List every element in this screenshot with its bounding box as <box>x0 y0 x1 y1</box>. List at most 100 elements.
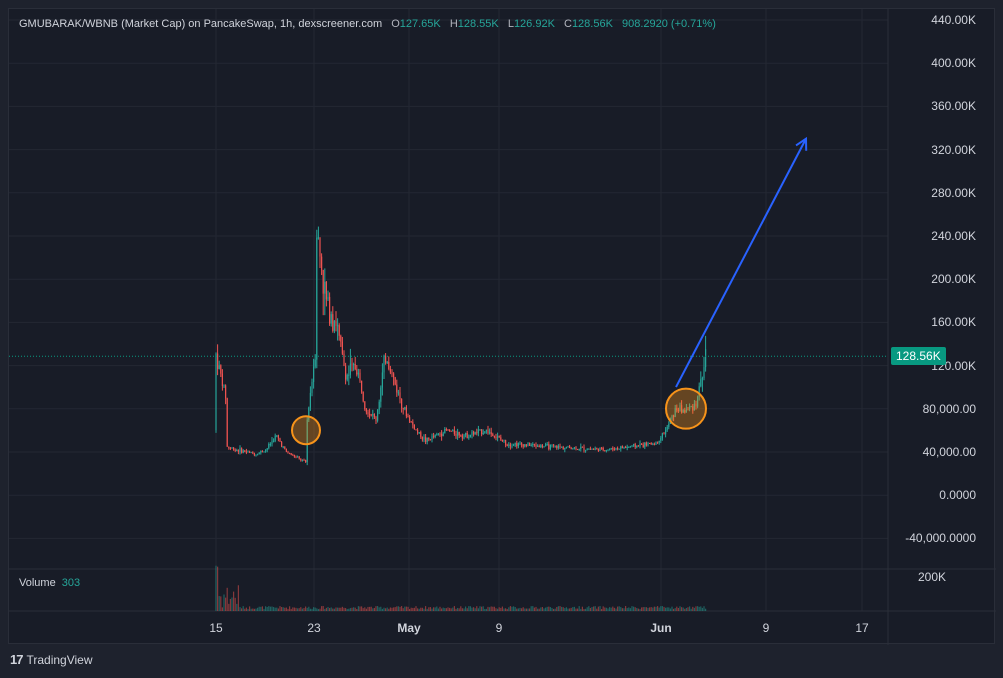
candle-body <box>596 448 598 450</box>
candle-body <box>269 444 271 446</box>
candle-body <box>324 281 326 294</box>
candle-body <box>575 447 577 450</box>
candle-body <box>442 433 444 437</box>
volume-bar <box>322 606 324 611</box>
volume-bar <box>247 608 249 611</box>
volume-bar <box>546 606 548 611</box>
volume-bar <box>300 607 302 611</box>
volume-bar <box>308 606 310 611</box>
chart-panel[interactable]: GMUBARAK/WBNB (Market Cap) on PancakeSwa… <box>8 8 996 645</box>
candle-body <box>399 392 401 399</box>
candle-body <box>695 403 697 407</box>
candle-body <box>354 364 356 370</box>
volume-bar <box>532 606 534 611</box>
volume-bar <box>405 606 407 611</box>
brand-name[interactable]: TradingView <box>26 652 93 667</box>
volume-bar <box>705 608 707 611</box>
volume-bar <box>293 607 295 611</box>
volume-bar <box>458 608 460 611</box>
candle-body <box>306 419 308 463</box>
candle-body <box>509 444 511 447</box>
candle-body <box>260 451 262 453</box>
candle-body <box>365 409 367 413</box>
candle-body <box>327 297 329 300</box>
volume-bar <box>698 606 700 611</box>
candle-body <box>641 443 643 445</box>
high-value: 128.55K <box>457 18 499 30</box>
candle-body <box>357 372 359 375</box>
candle-body <box>380 387 382 402</box>
volume-bar <box>301 608 303 611</box>
volume-bar <box>273 607 275 611</box>
candle-body <box>436 434 438 436</box>
candle-body <box>300 458 302 461</box>
candle-body <box>665 430 667 435</box>
candle-body <box>396 384 398 393</box>
candle-body <box>492 434 494 436</box>
candle-body <box>532 444 534 446</box>
tradingview-logo-icon[interactable]: 17 <box>10 652 24 667</box>
candle-body <box>220 365 222 374</box>
volume-bar <box>564 608 566 611</box>
volume-bar <box>612 606 614 611</box>
price-tick: 0.0000 <box>939 488 976 503</box>
candlestick-chart[interactable] <box>9 9 996 645</box>
candle-body <box>322 269 324 294</box>
candle-body <box>690 406 692 408</box>
volume-bar <box>332 608 334 611</box>
volume-bar <box>453 606 455 611</box>
volume-bar <box>626 608 628 611</box>
candle-body <box>348 374 350 376</box>
candle-body <box>521 442 523 445</box>
candle-body <box>613 449 615 451</box>
candle-body <box>629 446 631 448</box>
volume-bar <box>477 608 479 611</box>
volume-bar <box>417 608 419 611</box>
candle-body <box>604 450 606 452</box>
volume-bar <box>287 608 289 611</box>
volume-bar <box>425 606 427 611</box>
volume-bar <box>681 607 683 611</box>
candle-body <box>477 429 479 433</box>
volume-bar <box>380 606 382 611</box>
price-tick: 360.00K <box>931 99 976 114</box>
volume-bar <box>215 565 217 611</box>
volume-bar <box>325 607 327 611</box>
candle-body <box>650 442 652 445</box>
candle-body <box>594 448 596 450</box>
volume-bar <box>615 608 617 611</box>
volume-bar <box>361 606 363 611</box>
volume-bar <box>609 607 611 611</box>
volume-bar <box>284 607 286 611</box>
candle-body <box>345 365 347 380</box>
candle-body <box>586 449 588 451</box>
candle-body <box>413 424 415 430</box>
volume-legend: Volume 303 <box>19 577 80 589</box>
volume-bar <box>505 608 507 611</box>
volume-bar <box>333 608 335 611</box>
price-tick: 200.00K <box>931 272 976 287</box>
volume-bar <box>223 594 225 611</box>
volume-bar <box>668 607 670 611</box>
candle-body <box>676 408 678 411</box>
volume-bar <box>466 608 468 611</box>
footer: 17 TradingView <box>10 652 93 667</box>
candle-body <box>577 449 579 451</box>
volume-bar <box>476 606 478 611</box>
candle-body <box>317 237 319 239</box>
high-label: H <box>449 18 458 30</box>
candle-body <box>439 433 441 435</box>
volume-bar <box>530 606 532 611</box>
candle-body <box>293 455 295 457</box>
candle-body <box>298 456 300 459</box>
volume-bar <box>388 608 390 611</box>
candle-body <box>274 435 276 441</box>
volume-bar <box>298 608 300 611</box>
volume-bar <box>269 606 271 611</box>
volume-bar <box>367 606 369 611</box>
candle-body <box>429 439 431 441</box>
time-tick: 17 <box>855 621 869 635</box>
candle-body <box>252 452 254 454</box>
candle-body <box>356 369 358 375</box>
volume-bar <box>577 608 579 611</box>
